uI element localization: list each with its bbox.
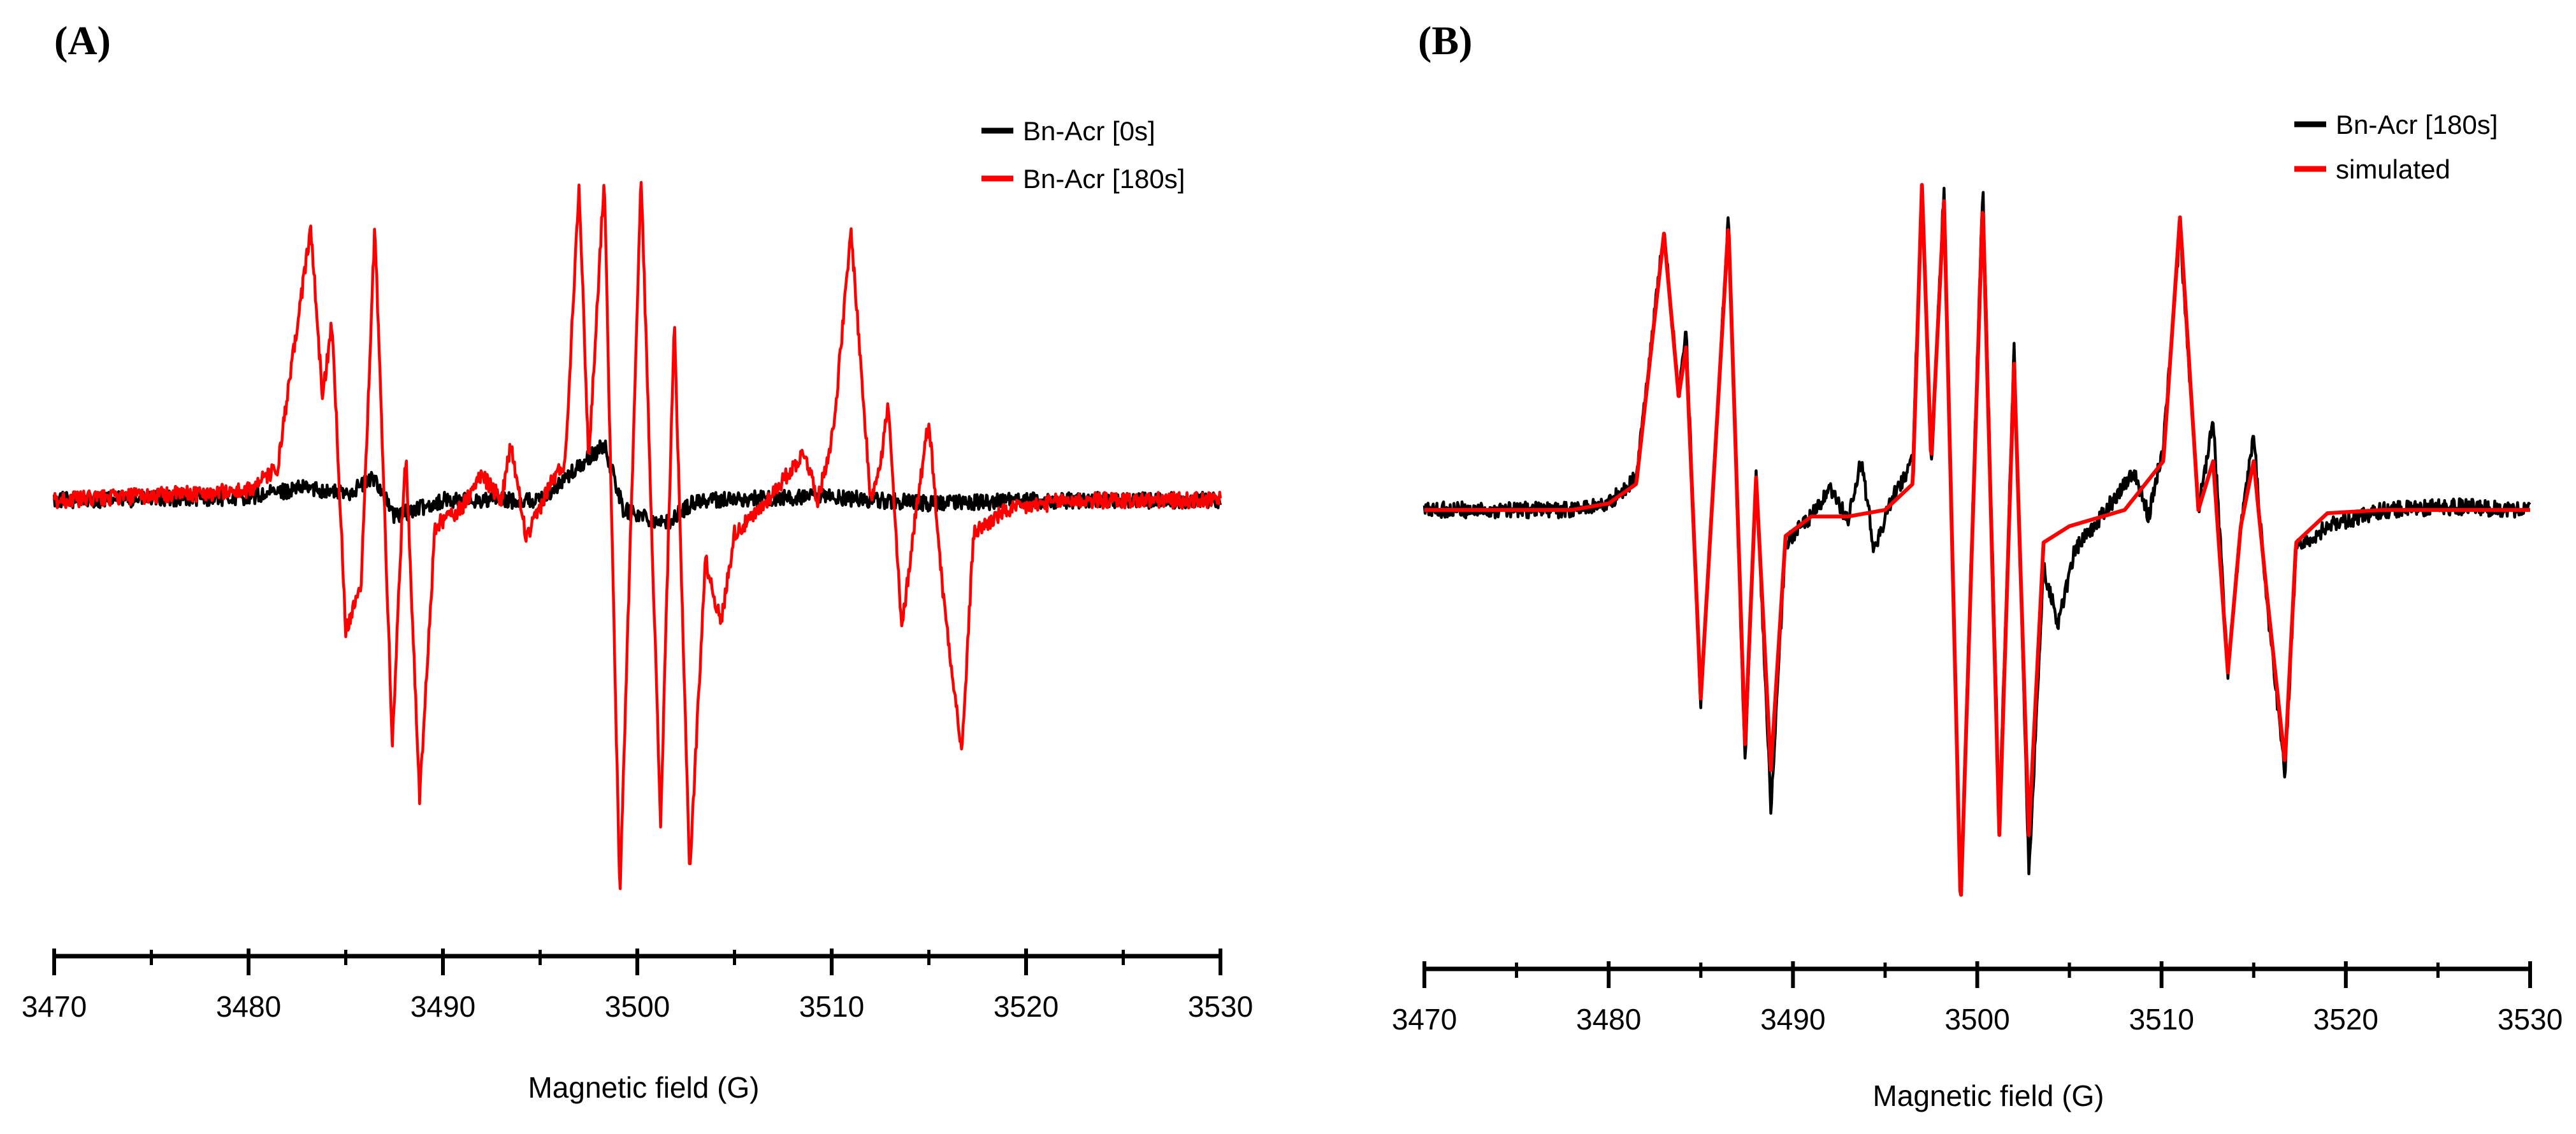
panel-b-legend-label-1: simulated [2336,154,2450,184]
panel-b-label: (B) [1418,18,1472,63]
panel-b-x-tick-label-4: 3510 [2129,1003,2194,1036]
panel-a-legend-label-0: Bn-Acr [0s] [1023,116,1155,146]
panel-b-x-tick-label-2: 3490 [1760,1003,1825,1036]
panel-a-x-axis-title: Magnetic field (G) [528,1071,759,1104]
panel-b-legend-label-0: Bn-Acr [180s] [2336,110,2498,140]
panel-a-x-axis: 3470 3480 3490 3500 3510 3520 3530 [22,949,1253,1023]
panel-b-x-axis-title: Magnetic field (G) [1872,1079,2104,1112]
panel-a-series-lines [52,180,1222,890]
panel-b-x-tick-label-1: 3480 [1576,1003,1641,1036]
panel-a-label: (A) [54,18,111,63]
panel-b-x-tick-label-0: 3470 [1392,1003,1457,1036]
panel-b-x-tick-label-6: 3530 [2498,1003,2563,1036]
panel-a-x-tick-label-6: 3530 [1188,990,1253,1023]
panel-a-x-tick-label-4: 3510 [799,990,864,1023]
panel-b-x-tick-label-5: 3520 [2313,1003,2378,1036]
panel-a: (A) 3470 3480 3490 3500 3510 3520 3530 Magneti… [22,18,1253,1104]
panel-b-x-tick-label-3: 3500 [1944,1003,2009,1036]
panel-b-series-line-1 [1423,183,2531,897]
panel-a-legend-label-1: Bn-Acr [180s] [1023,164,1185,194]
panel-a-x-tick-label-5: 3520 [994,990,1059,1023]
panel-b-legend: Bn-Acr [180s] simulated [2294,110,2498,184]
panel-a-series-line-1 [52,180,1222,890]
panel-a-series-line-0 [52,439,1222,530]
panel-b-series-lines [1422,183,2531,897]
panel-a-x-tick-label-1: 3480 [216,990,281,1023]
panel-a-x-tick-label-0: 3470 [22,990,87,1023]
panel-b: (B) 3470 3480 3490 3500 3510 3520 3530 Magneti… [1392,18,2563,1112]
panel-b-series-line-0 [1422,186,2531,895]
panel-a-x-tick-label-3: 3500 [605,990,670,1023]
panel-a-legend: Bn-Acr [0s] Bn-Acr [180s] [981,116,1185,194]
panel-a-x-tick-label-2: 3490 [410,990,475,1023]
panel-b-x-axis: 3470 3480 3490 3500 3510 3520 3530 [1392,961,2563,1036]
